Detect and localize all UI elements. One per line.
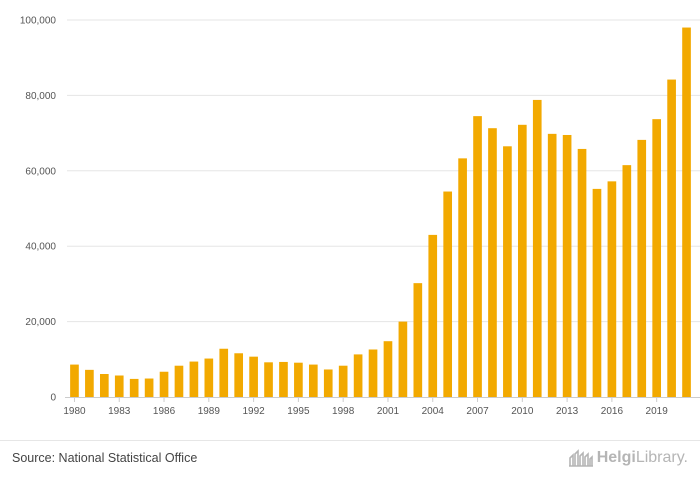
bars: [70, 27, 691, 398]
bar-1982: [99, 374, 109, 397]
bar-2021: [682, 27, 691, 397]
bar-2010: [517, 124, 527, 397]
x-tick-label: 1986: [153, 406, 176, 417]
bar-1985: [144, 378, 154, 397]
y-tick-label: 100,000: [20, 16, 57, 27]
bar-1984: [129, 378, 139, 397]
x-tick-label: 2007: [466, 406, 489, 417]
y-tick-label: 80,000: [25, 91, 56, 102]
bar-1986: [159, 371, 169, 397]
y-tick-label: 60,000: [25, 166, 56, 177]
brand-name-light: Library.: [635, 449, 688, 466]
x-tick-label: 2001: [377, 406, 400, 417]
bar-2014: [577, 148, 587, 397]
bar-1995: [294, 362, 303, 397]
bar-1980: [70, 364, 79, 397]
source-note: Source: National Statistical Office: [12, 451, 198, 465]
bar-2020: [667, 79, 676, 397]
bar-2017: [622, 165, 632, 397]
x-tick-label: 2004: [422, 406, 445, 417]
bar-1992: [249, 356, 258, 397]
bar-1996: [308, 364, 318, 397]
bar-2001: [383, 341, 393, 397]
x-tick-label: 2019: [646, 406, 669, 417]
x-tick-label: 1998: [332, 406, 355, 417]
bar-1998: [338, 365, 348, 397]
bar-2000: [368, 349, 378, 397]
bar-2002: [398, 321, 408, 397]
x-tick-label: 1992: [242, 406, 265, 417]
bar-2006: [458, 158, 467, 397]
bar-1997: [323, 369, 333, 397]
x-tick-label: 1989: [198, 406, 221, 417]
x-axis-ticks: 1980 1983 1986 1989 1992 1995 1998 2001 2004 2007…: [63, 397, 668, 417]
x-tick-label: 1980: [63, 406, 86, 417]
bar-2008: [488, 128, 497, 397]
x-tick-label: 1995: [287, 406, 310, 417]
y-tick-label: 20,000: [25, 317, 56, 328]
bar-2018: [637, 139, 647, 398]
bar-2016: [607, 181, 617, 397]
x-tick-label: 2013: [556, 406, 579, 417]
library-icon: [568, 449, 593, 467]
y-axis-ticks: 0 20,000 40,000 60,000 80,000 100,000: [20, 16, 57, 404]
bar-1999: [353, 354, 363, 397]
helgi-library-logo: Helgi Library.: [568, 449, 688, 467]
gridlines: [67, 19, 700, 323]
bar-2011: [532, 99, 542, 397]
chart-footer: Source: National Statistical Office Helg…: [0, 440, 700, 484]
bar-2009: [503, 146, 512, 397]
bar-1983: [114, 375, 124, 397]
y-tick-label: 40,000: [25, 242, 56, 253]
bar-2004: [428, 234, 438, 397]
bar-2012: [547, 133, 557, 397]
bar-1988: [189, 361, 199, 397]
bar-2019: [652, 119, 662, 397]
bar-1987: [174, 365, 184, 397]
x-tick-label: 2016: [601, 406, 624, 417]
bar-1981: [85, 369, 94, 397]
x-tick-label: 1983: [108, 406, 131, 417]
x-tick-label: 2010: [511, 406, 534, 417]
bar-2013: [562, 134, 572, 398]
bar-2007: [473, 116, 482, 397]
bar-1994: [279, 361, 288, 397]
bar-2005: [443, 191, 453, 397]
bar-1991: [234, 353, 244, 397]
bar-1989: [204, 358, 214, 397]
bar-1990: [219, 348, 229, 397]
y-tick-label: 0: [50, 393, 56, 404]
bar-2015: [592, 188, 602, 397]
bar-2003: [413, 283, 423, 397]
bar-1993: [264, 362, 273, 397]
brand-name-strong: Helgi: [596, 449, 636, 466]
